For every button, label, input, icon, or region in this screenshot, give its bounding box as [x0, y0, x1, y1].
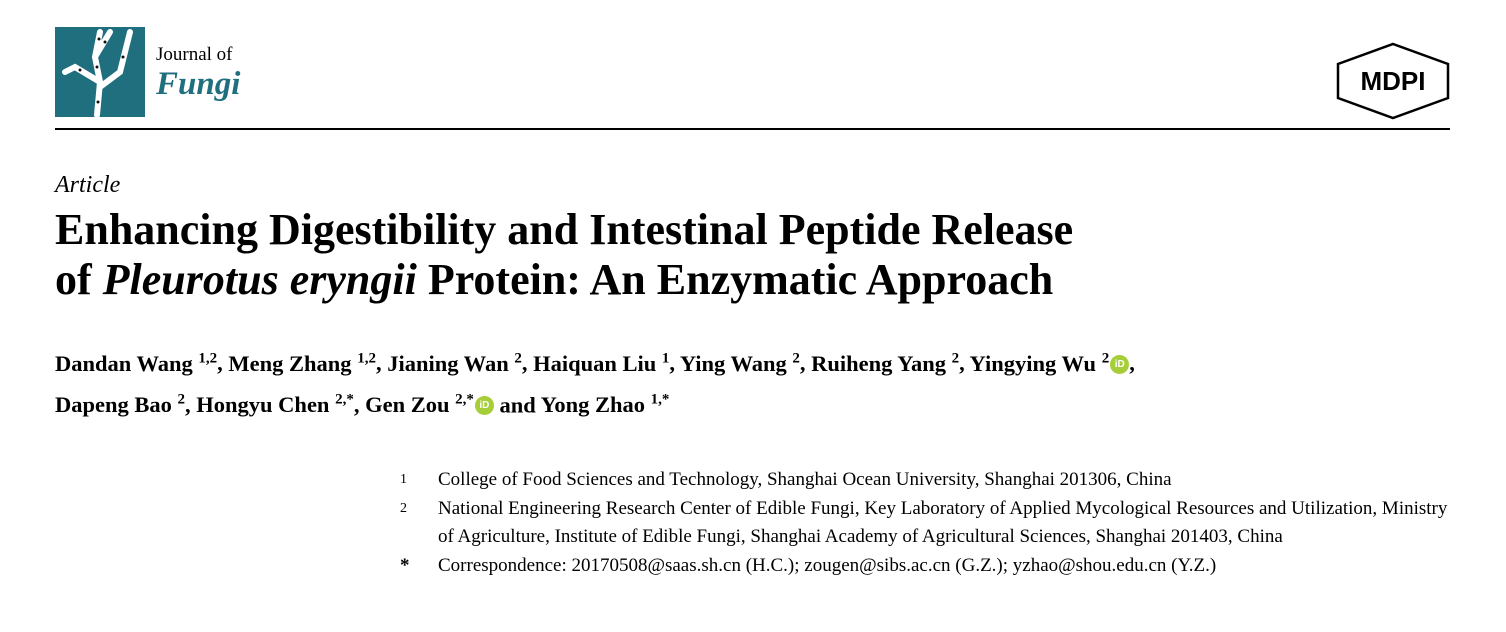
journal-logo — [55, 27, 145, 118]
svg-text:MDPI: MDPI — [1361, 66, 1426, 96]
author: Dandan Wang 1,2 — [55, 350, 218, 376]
affiliation-text: National Engineering Research Center of … — [438, 497, 1448, 548]
author-name: Yingying Wu — [969, 350, 1097, 376]
author: Gen Zou 2,* iD — [365, 392, 494, 417]
author-separator: , — [521, 350, 534, 376]
author: Haiquan Liu 1 — [533, 350, 670, 376]
article-type: Article — [55, 172, 121, 198]
author-name: Dandan Wang — [55, 350, 193, 376]
author-name: Jianing Wan — [387, 350, 509, 376]
author-separator: , — [799, 350, 812, 376]
author-affiliation-mark: 2 — [951, 350, 960, 366]
journal-name-line2: Fungi — [156, 66, 241, 102]
author-separator: , — [217, 350, 229, 376]
author-affiliation-mark: 2 — [514, 350, 522, 366]
journal-name-line1: Journal of — [156, 44, 233, 65]
affiliation: 2 National Engineering Research Center of… — [400, 495, 1450, 552]
author-name: Hongyu Chen — [196, 392, 330, 417]
title-species: Pleurotus eryngii — [102, 255, 417, 304]
author: Yong Zhao 1,* — [540, 391, 670, 418]
header-divider — [55, 128, 1450, 130]
title-suffix: Protein: An Enzymatic Approach — [416, 255, 1054, 304]
author-separator: and — [493, 392, 541, 417]
author-affiliation-mark: 2 — [792, 350, 800, 366]
author-affiliation-mark: 1,2 — [198, 350, 218, 366]
author: Dapeng Bao 2 — [55, 391, 186, 418]
author-separator: , — [353, 392, 366, 417]
author-separator: , — [1129, 350, 1135, 376]
author-affiliation-mark: 2 — [1101, 350, 1110, 366]
affiliation-mark: * — [400, 554, 410, 576]
author-affiliation-mark: 2,* — [455, 391, 474, 408]
author-list: Dandan Wang 1,2, Meng Zhang 1,2, Jianing… — [55, 340, 1435, 423]
author-name: Gen Zou — [365, 392, 450, 417]
author-name: Haiquan Liu — [533, 350, 657, 376]
author-name: Ying Wang — [679, 350, 787, 376]
author-affiliation-mark: 2 — [177, 391, 186, 408]
affiliation-mark: 2 — [400, 500, 407, 516]
author-separator: , — [959, 350, 970, 376]
author-affiliation-mark: 1,2 — [357, 350, 376, 366]
author-name: Ruiheng Yang — [811, 350, 946, 376]
author-name: Yong Zhao — [540, 392, 645, 417]
author: Ying Wang 2 — [679, 350, 800, 376]
affiliation-mark: 1 — [400, 472, 407, 487]
author-name: Dapeng Bao — [55, 392, 172, 417]
author-affiliation-mark: 1,* — [650, 391, 670, 408]
author-affiliation-mark: 1 — [661, 350, 670, 366]
author: Hongyu Chen 2,* — [196, 391, 354, 418]
orcid-icon[interactable]: iD — [474, 396, 494, 415]
author-affiliation-mark: 2,* — [335, 391, 354, 408]
title-line1: Enhancing Digestibility and Intestinal P… — [55, 205, 1074, 254]
author: Meng Zhang 1,2 — [228, 350, 376, 376]
affiliations: 1 College of Food Sciences and Technology… — [400, 466, 1450, 580]
orcid-icon[interactable]: iD — [1110, 354, 1130, 374]
affiliation: * Correspondence: 20170508@saas.sh.cn (H.… — [400, 552, 1450, 581]
author: Jianing Wan 2 — [387, 350, 522, 376]
author: Ruiheng Yang 2 — [811, 350, 960, 376]
mdpi-logo: MDPI — [1336, 42, 1451, 125]
author-name: Meng Zhang — [228, 350, 352, 376]
author-separator: , — [669, 350, 680, 376]
author: Yingying Wu 2 iD — [969, 350, 1130, 376]
affiliation-text: College of Food Sciences and Technology,… — [438, 469, 1172, 490]
affiliation-text: Correspondence: 20170508@saas.sh.cn (H.C… — [438, 554, 1217, 576]
author-separator: , — [185, 392, 197, 417]
author-separator: , — [375, 350, 388, 376]
article-title: Enhancing Digestibility and Intestinal P… — [55, 205, 1355, 305]
title-prefix: of — [55, 255, 103, 304]
affiliation: 1 College of Food Sciences and Technology… — [400, 466, 1450, 495]
